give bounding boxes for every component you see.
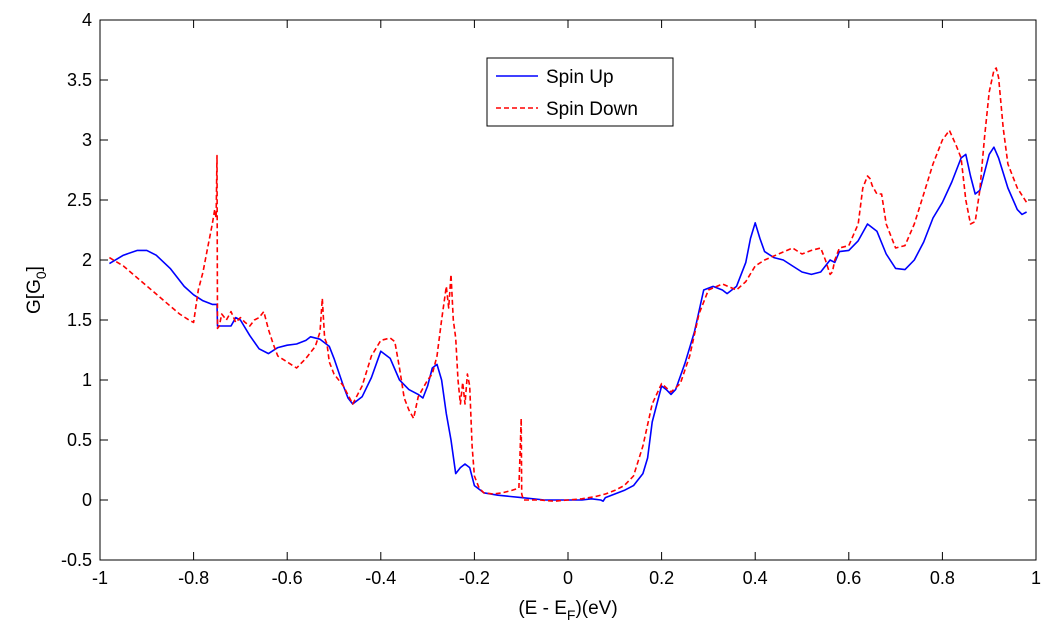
series-lines	[108, 67, 1028, 503]
y-tick-label: 4	[82, 10, 92, 30]
legend-box	[486, 57, 674, 127]
legend: Spin Up Spin Down	[486, 57, 674, 127]
y-tick-label: 3	[82, 130, 92, 150]
x-tick-label: -0.4	[365, 568, 396, 588]
x-axis-label-subscript: F	[567, 607, 576, 623]
x-tick-label: -1	[92, 568, 108, 588]
y-tick-label: -0.5	[61, 550, 92, 570]
x-tick-label: 0.6	[836, 568, 861, 588]
x-tick-label: 1	[1031, 568, 1041, 588]
axis-ticks: -1 -0.8 -0.6 -0.4 -0.2 0 0.2 0.4 0.6 0.8 1 -0.5 0 0.5…	[61, 10, 1041, 588]
x-tick-label: 0.2	[649, 568, 674, 588]
x-tick-label: 0.8	[930, 568, 955, 588]
x-axis-label-main: (E - E	[518, 598, 567, 619]
x-tick-label: -0.6	[272, 568, 303, 588]
x-tick-label: 0.4	[743, 568, 768, 588]
y-tick-label: 2	[82, 250, 92, 270]
y-tick-label: 1	[82, 370, 92, 390]
x-axis-label: (E - EF)(eV)	[518, 598, 617, 623]
x-tick-label: -0.2	[459, 568, 490, 588]
series-line-spin-down	[108, 67, 1028, 503]
y-axis-label-suffix: ]	[24, 266, 45, 271]
legend-label-spin-down: Spin Down	[546, 99, 638, 120]
y-tick-label: 0.5	[67, 430, 92, 450]
y-tick-label: 3.5	[67, 70, 92, 90]
y-axis-label: G[G0]	[24, 266, 49, 314]
y-tick-label: 0	[82, 490, 92, 510]
series-line-spin-up	[108, 146, 1027, 503]
y-axis-label-main: G[G	[24, 279, 45, 314]
x-tick-label: 0	[563, 568, 573, 588]
legend-label-spin-up: Spin Up	[546, 67, 614, 88]
y-axis-label-subscript: 0	[33, 271, 49, 279]
y-tick-label: 1.5	[67, 310, 92, 330]
x-tick-label: -0.8	[178, 568, 209, 588]
x-axis-label-suffix: )(eV)	[575, 598, 617, 619]
y-tick-label: 2.5	[67, 190, 92, 210]
